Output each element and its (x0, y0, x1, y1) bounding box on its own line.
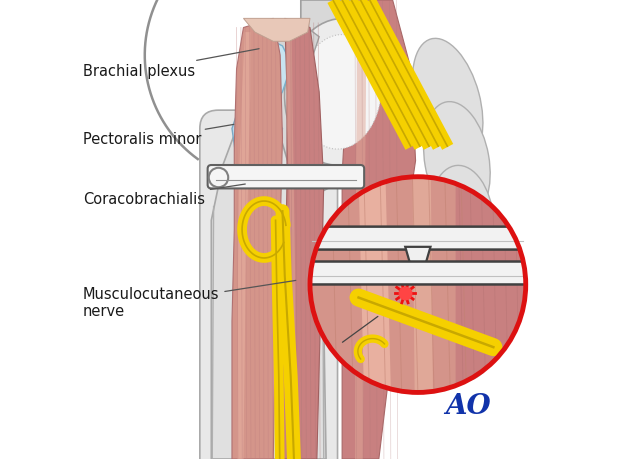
Polygon shape (232, 101, 283, 170)
Polygon shape (355, 0, 366, 459)
Text: Pectoralis minor: Pectoralis minor (83, 124, 234, 147)
FancyBboxPatch shape (305, 262, 531, 285)
Polygon shape (412, 177, 433, 392)
Ellipse shape (412, 39, 483, 163)
Text: Brachial plexus: Brachial plexus (83, 49, 259, 78)
Polygon shape (283, 18, 324, 459)
Text: Musculocutaneous
nerve: Musculocutaneous nerve (83, 280, 296, 319)
Polygon shape (358, 177, 391, 392)
Ellipse shape (298, 34, 381, 149)
Polygon shape (237, 32, 250, 459)
Ellipse shape (252, 48, 280, 94)
FancyBboxPatch shape (208, 165, 364, 188)
Ellipse shape (285, 18, 395, 165)
Polygon shape (211, 119, 326, 459)
Ellipse shape (434, 230, 498, 330)
Circle shape (310, 177, 526, 392)
Polygon shape (342, 0, 415, 459)
Ellipse shape (429, 165, 494, 275)
Text: Coracobrachialis: Coracobrachialis (83, 184, 246, 207)
Polygon shape (405, 247, 430, 264)
Polygon shape (232, 18, 283, 459)
Text: AO: AO (446, 393, 491, 420)
FancyBboxPatch shape (305, 227, 531, 250)
Ellipse shape (434, 289, 498, 381)
FancyBboxPatch shape (200, 110, 337, 459)
Polygon shape (286, 23, 295, 459)
Polygon shape (278, 0, 402, 193)
Polygon shape (246, 37, 291, 110)
Polygon shape (264, 23, 319, 73)
Ellipse shape (423, 101, 490, 220)
Polygon shape (456, 177, 526, 392)
Polygon shape (244, 18, 310, 41)
Circle shape (310, 177, 526, 392)
